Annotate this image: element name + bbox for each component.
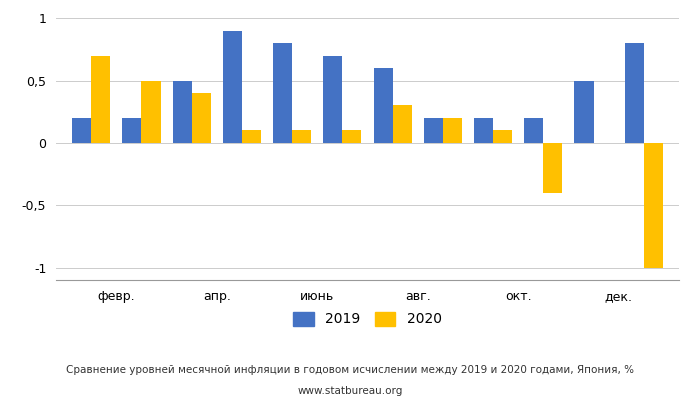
Bar: [644, 143, 663, 268]
Bar: [393, 106, 412, 143]
Bar: [543, 143, 562, 193]
Text: Сравнение уровней месячной инфляции в годовом исчислении между 2019 и 2020 годам: Сравнение уровней месячной инфляции в го…: [66, 365, 634, 375]
Bar: [292, 130, 312, 143]
Bar: [624, 43, 644, 143]
Bar: [374, 68, 393, 143]
Bar: [273, 43, 292, 143]
Text: www.statbureau.org: www.statbureau.org: [298, 386, 402, 396]
Bar: [575, 80, 594, 143]
Bar: [342, 130, 361, 143]
Bar: [323, 56, 342, 143]
Bar: [72, 118, 91, 143]
Bar: [223, 31, 242, 143]
Bar: [122, 118, 141, 143]
Bar: [443, 118, 462, 143]
Legend: 2019, 2020: 2019, 2020: [288, 306, 447, 332]
Bar: [91, 56, 111, 143]
Bar: [242, 130, 261, 143]
Bar: [173, 80, 192, 143]
Bar: [474, 118, 493, 143]
Bar: [192, 93, 211, 143]
Bar: [141, 80, 160, 143]
Bar: [524, 118, 543, 143]
Bar: [424, 118, 443, 143]
Bar: [493, 130, 512, 143]
